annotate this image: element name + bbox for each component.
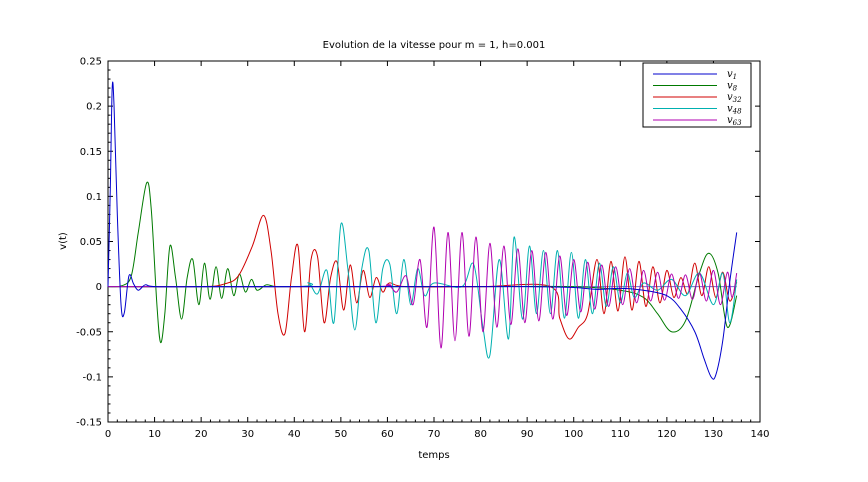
series-line-v63 xyxy=(107,226,738,349)
legend-entry-v48: v48 xyxy=(727,104,742,116)
x-tick-label: 60 xyxy=(381,429,394,440)
x-tick-label: 90 xyxy=(521,429,534,440)
series-lines xyxy=(107,81,738,380)
y-tick-label: 0.15 xyxy=(80,147,102,158)
x-tick-label: 40 xyxy=(288,429,301,440)
y-tick-label: 0.25 xyxy=(80,57,102,68)
legend-entry-v8: v8 xyxy=(727,81,738,93)
legend-entry-v1: v1 xyxy=(727,69,737,81)
x-tick-label: 120 xyxy=(657,429,676,440)
x-tick-label: 110 xyxy=(611,429,630,440)
y-tick-label: 0.2 xyxy=(86,102,102,113)
x-tick-label: 30 xyxy=(241,429,254,440)
series-line-v1 xyxy=(107,81,738,380)
x-tick-label: 20 xyxy=(195,429,208,440)
y-tick-label: -0.05 xyxy=(76,327,102,338)
series-line-v8 xyxy=(107,181,738,344)
y-tick-label: -0.1 xyxy=(82,372,102,383)
x-tick-label: 50 xyxy=(334,429,347,440)
x-axis-label: temps xyxy=(418,450,449,461)
y-axis-label: v(t) xyxy=(58,232,69,250)
x-tick-label: 130 xyxy=(704,429,723,440)
y-tick-label: 0.1 xyxy=(86,192,102,203)
legend-entry-v32: v32 xyxy=(727,92,742,104)
x-tick-label: 80 xyxy=(474,429,487,440)
series-line-v48 xyxy=(107,222,738,359)
x-tick-label: 10 xyxy=(148,429,161,440)
axis-ticks: 0 10 20 30 40 50 60 70 80 90 100 110 120 130 140 -0.15 -… xyxy=(76,57,769,441)
x-tick-label: 100 xyxy=(564,429,583,440)
y-tick-label: 0.05 xyxy=(80,237,102,248)
chart-title: Evolution de la vitesse pour m = 1, h=0.… xyxy=(323,40,546,51)
x-tick-label: 0 xyxy=(105,429,111,440)
y-tick-label: -0.15 xyxy=(76,418,102,429)
legend-entry-v63: v63 xyxy=(727,115,742,127)
x-tick-label: 140 xyxy=(750,429,769,440)
y-tick-label: 0 xyxy=(96,282,102,293)
x-tick-label: 70 xyxy=(428,429,441,440)
